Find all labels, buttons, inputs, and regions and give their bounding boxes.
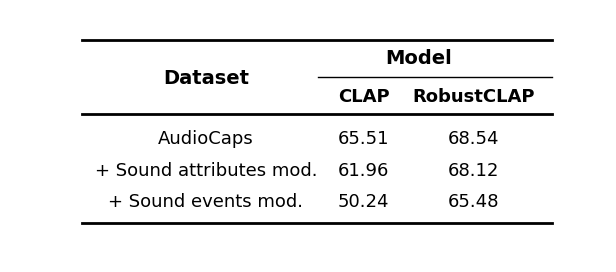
- Text: Model: Model: [385, 49, 452, 68]
- Text: + Sound attributes mod.: + Sound attributes mod.: [95, 162, 317, 180]
- Text: Dataset: Dataset: [163, 69, 249, 88]
- Text: CLAP: CLAP: [338, 88, 389, 106]
- Text: 65.48: 65.48: [447, 193, 499, 211]
- Text: 50.24: 50.24: [338, 193, 389, 211]
- Text: + Sound events mod.: + Sound events mod.: [108, 193, 304, 211]
- Text: RobustCLAP: RobustCLAP: [412, 88, 535, 106]
- Text: 68.54: 68.54: [447, 131, 499, 149]
- Text: AudioCaps: AudioCaps: [158, 131, 254, 149]
- Text: 61.96: 61.96: [338, 162, 389, 180]
- Text: 65.51: 65.51: [338, 131, 389, 149]
- Text: 68.12: 68.12: [448, 162, 499, 180]
